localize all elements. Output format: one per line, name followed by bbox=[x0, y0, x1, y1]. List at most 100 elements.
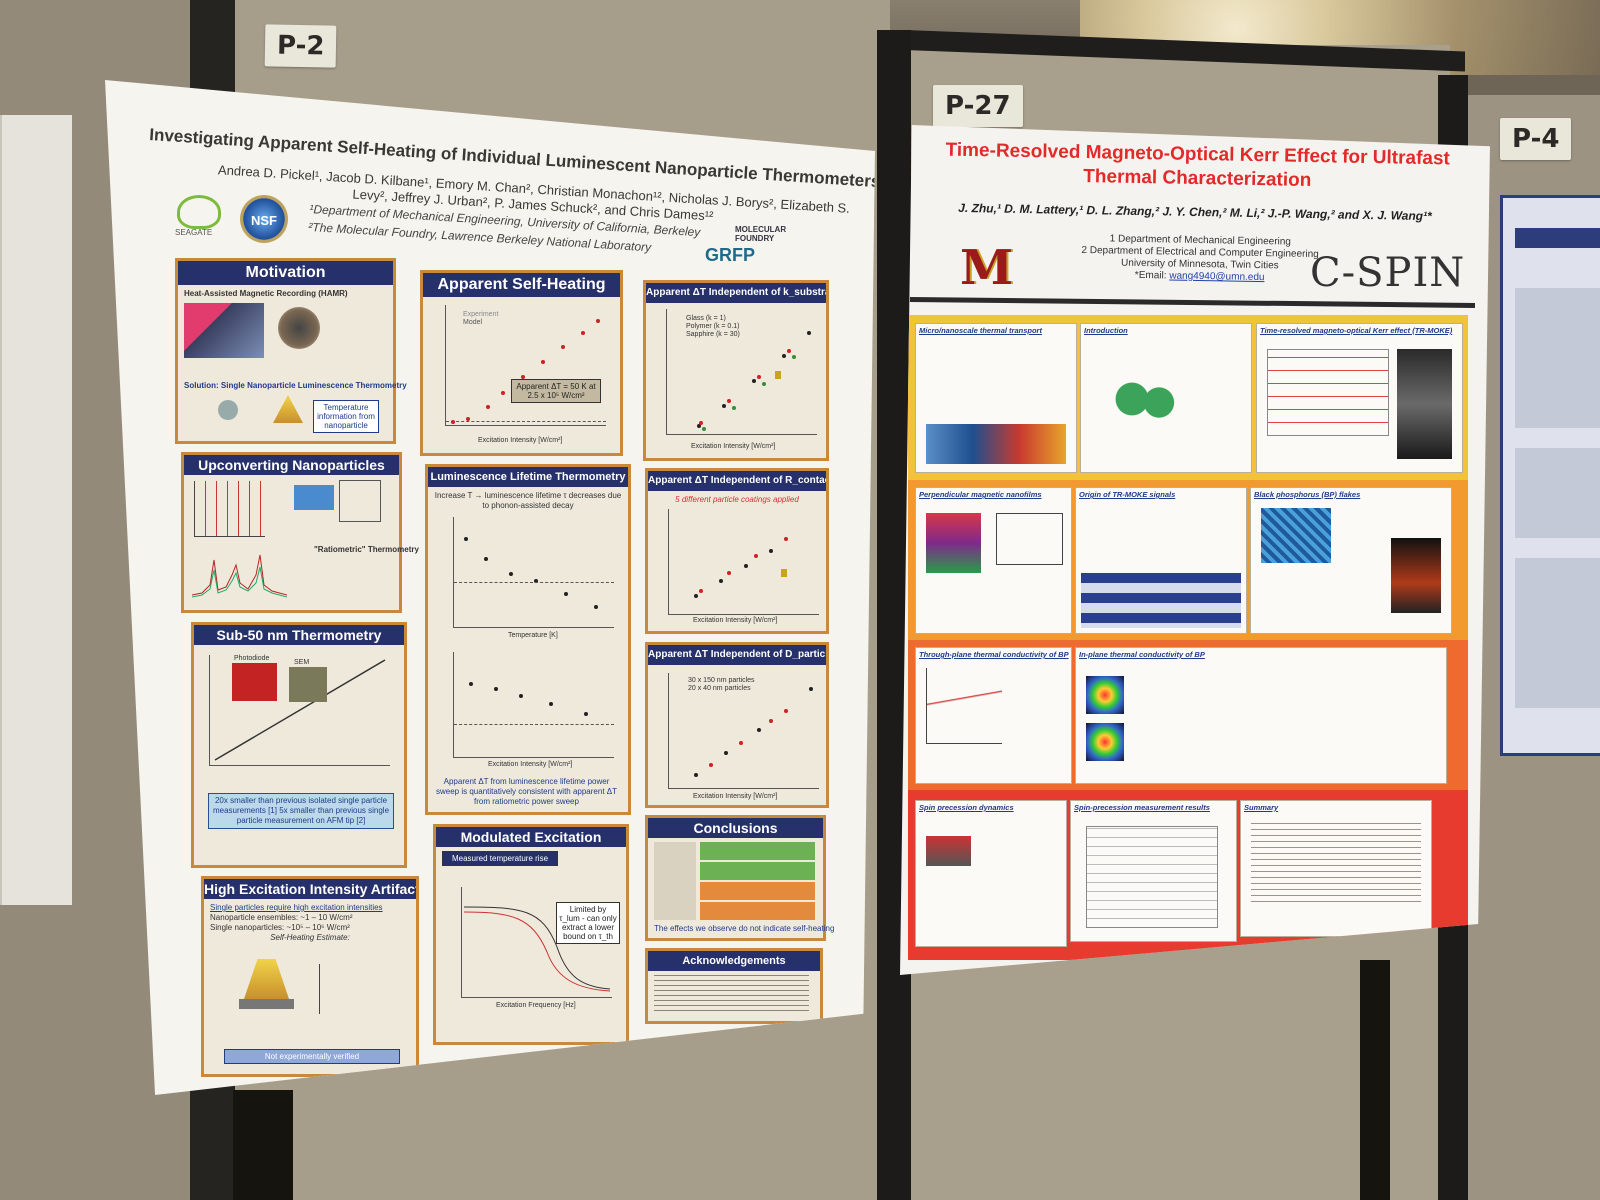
photodiode-image bbox=[232, 663, 277, 701]
lifetime-vs-intensity-plot bbox=[453, 652, 614, 758]
section-cell: Time-resolved magneto-optical Kerr effec… bbox=[1256, 323, 1463, 473]
bp-flake-image bbox=[1391, 538, 1441, 613]
lab-photos bbox=[1397, 349, 1452, 459]
panel-heading: Apparent ΔT Independent of D_particle bbox=[648, 645, 826, 665]
seagate-logo bbox=[177, 195, 221, 229]
section-cell: In-plane thermal conductivity of BP bbox=[1075, 647, 1447, 784]
axis-label: Excitation Intensity [W/cm²] bbox=[488, 761, 573, 768]
panel-apparent-self-heating: Apparent Self-Heating Experiment Model A… bbox=[420, 270, 623, 456]
through-plane-plot bbox=[926, 668, 1002, 744]
image-label: Photodiode bbox=[234, 655, 270, 662]
poster-left: Investigating Apparent Self-Heating of I… bbox=[105, 80, 875, 1095]
highlight-box: Not experimentally verified bbox=[224, 1049, 400, 1064]
panel-heading: Apparent ΔT Independent of R_contact bbox=[648, 471, 826, 491]
section-heading: Origin of TR-MOKE signals bbox=[1079, 490, 1176, 499]
section-cell: Black phosphorus (BP) flakes bbox=[1250, 487, 1452, 634]
panel-heading: Acknowledgements bbox=[648, 951, 820, 971]
bp-crystal-structure bbox=[1261, 508, 1331, 563]
image-label: SEM bbox=[294, 659, 310, 666]
booth-label: P-2 bbox=[264, 24, 337, 68]
setup-diagram bbox=[294, 485, 334, 510]
panel-text: Increase T → luminescence lifetime τ dec… bbox=[434, 491, 622, 510]
panel-heading: Luminescence Lifetime Thermometry bbox=[428, 467, 628, 487]
table-row-orange bbox=[700, 902, 815, 920]
panel-text: Nanoparticle ensembles: ~1 – 10 W/cm² bbox=[210, 913, 353, 922]
frequency-response-curve bbox=[463, 906, 611, 992]
panel-acknowledgements: Acknowledgements bbox=[645, 948, 823, 1024]
section-cell: Spin-precession measurement results bbox=[1070, 800, 1237, 942]
axis-label: Excitation Frequency [Hz] bbox=[496, 1002, 576, 1009]
poster-authors: J. Zhu,¹ D. M. Lattery,¹ D. L. Zhang,² J… bbox=[958, 200, 1432, 224]
microscope-diagram bbox=[339, 480, 381, 522]
setup-schematic bbox=[1267, 349, 1389, 436]
panel-heading: Modulated Excitation bbox=[436, 827, 626, 847]
signal-table bbox=[1081, 573, 1241, 628]
panel-heading: Sub-50 nm Thermometry bbox=[194, 625, 404, 645]
callout-box: Temperature information from nanoparticl… bbox=[313, 400, 379, 433]
table-row-green bbox=[700, 862, 815, 880]
panel-text: Solution: Single Nanoparticle Luminescen… bbox=[184, 381, 407, 390]
panel-heading: Motivation bbox=[178, 261, 393, 285]
section-cell: Spin precession dynamics bbox=[915, 800, 1067, 947]
heatmap-image bbox=[1086, 676, 1124, 714]
image-strip bbox=[926, 424, 1066, 464]
substrate-block bbox=[239, 999, 294, 1009]
poster-title: Time-Resolved Magneto-Optical Kerr Effec… bbox=[945, 139, 1451, 191]
hamr-diagram bbox=[184, 303, 264, 358]
section-cell: Through-plane thermal conductivity of BP bbox=[915, 647, 1072, 784]
panel-upconverting: Upconverting Nanoparticles "Ratiometric"… bbox=[181, 452, 419, 613]
summary-text-lines bbox=[1251, 823, 1421, 903]
partial-poster-right bbox=[1500, 195, 1600, 756]
legend-entry: Sapphire (k = 30) bbox=[686, 331, 740, 338]
section-heading: Micro/nanoscale thermal transport bbox=[919, 326, 1042, 335]
legend-entry: Polymer (k = 0.1) bbox=[686, 323, 740, 330]
section-heading: Spin precession dynamics bbox=[919, 803, 1014, 812]
heatmap-image bbox=[1086, 723, 1124, 761]
particle-size-plot bbox=[668, 673, 819, 789]
booth-label: P-27 bbox=[933, 85, 1023, 127]
self-heating-plot bbox=[445, 305, 606, 426]
section-cell: Micro/nanoscale thermal transport bbox=[915, 323, 1077, 473]
panel-heading: Apparent ΔT Independent of k_substrate bbox=[646, 283, 826, 303]
legend-entry: 20 x 40 nm particles bbox=[688, 685, 751, 692]
panel-high-excitation: High Excitation Intensity Artifacts? Sin… bbox=[201, 876, 419, 1077]
legend-entry: Glass (k = 1) bbox=[686, 315, 726, 322]
cspin-logo: C-SPIN bbox=[1310, 250, 1466, 296]
hamr-head-image bbox=[278, 307, 320, 349]
legend-entry: Experiment bbox=[463, 311, 499, 318]
emission-spectrum bbox=[192, 554, 287, 598]
panel-heading: Upconverting Nanoparticles bbox=[184, 455, 399, 475]
panel-conclusions: Conclusions The effects we observe do no… bbox=[645, 815, 834, 941]
table-row-green bbox=[700, 842, 815, 860]
panel-heading: High Excitation Intensity Artifacts? bbox=[204, 879, 416, 899]
section-cell: Perpendicular magnetic nanofilms bbox=[915, 487, 1072, 634]
panel-indep-substrate: Apparent ΔT Independent of k_substrate G… bbox=[643, 280, 829, 461]
nsf-logo-text: NSF bbox=[251, 213, 277, 228]
seagate-logo-text: SEAGATE bbox=[175, 228, 213, 237]
axis-label: Temperature [K] bbox=[508, 632, 558, 639]
nsf-logo bbox=[240, 195, 288, 243]
legend-entry: 30 x 150 nm particles bbox=[688, 677, 755, 684]
sem-image bbox=[289, 667, 327, 702]
section-heading: Black phosphorus (BP) flakes bbox=[1254, 490, 1361, 499]
section-cell: Introduction bbox=[1080, 323, 1252, 473]
table-column-labels bbox=[654, 842, 696, 920]
highlight-box: 20x smaller than previous isolated singl… bbox=[208, 793, 394, 829]
panel-text: "Ratiometric" Thermometry bbox=[314, 545, 419, 554]
section-heading: Summary bbox=[1244, 803, 1279, 812]
lifetime-vs-temperature-plot bbox=[453, 517, 614, 628]
board-leg bbox=[233, 1090, 293, 1200]
substrate-plot bbox=[666, 309, 817, 435]
molecular-foundry-logo: MOLECULAR FOUNDRY bbox=[735, 225, 787, 243]
frequency-response-plot bbox=[461, 887, 612, 998]
grfp-logo: GRFP bbox=[705, 245, 756, 265]
legend-entry: Model bbox=[463, 319, 483, 326]
panel-sub50: Sub-50 nm Thermometry Photodiode SEM 20x… bbox=[191, 622, 407, 868]
callout-box: Apparent ΔT = 50 K at 2.5 x 10⁵ W/cm² bbox=[511, 379, 601, 403]
poster-affiliations: 1 Department of Mechanical Engineering 2… bbox=[1081, 233, 1319, 284]
section-heading: Spin-precession measurement results bbox=[1074, 803, 1210, 812]
calibration-line bbox=[214, 659, 386, 761]
spin-diagram bbox=[1096, 364, 1186, 434]
panel-text: Single nanoparticles: ~10⁵ – 10⁶ W/cm² bbox=[210, 923, 350, 932]
callout-box: Measured temperature rise bbox=[442, 851, 558, 866]
